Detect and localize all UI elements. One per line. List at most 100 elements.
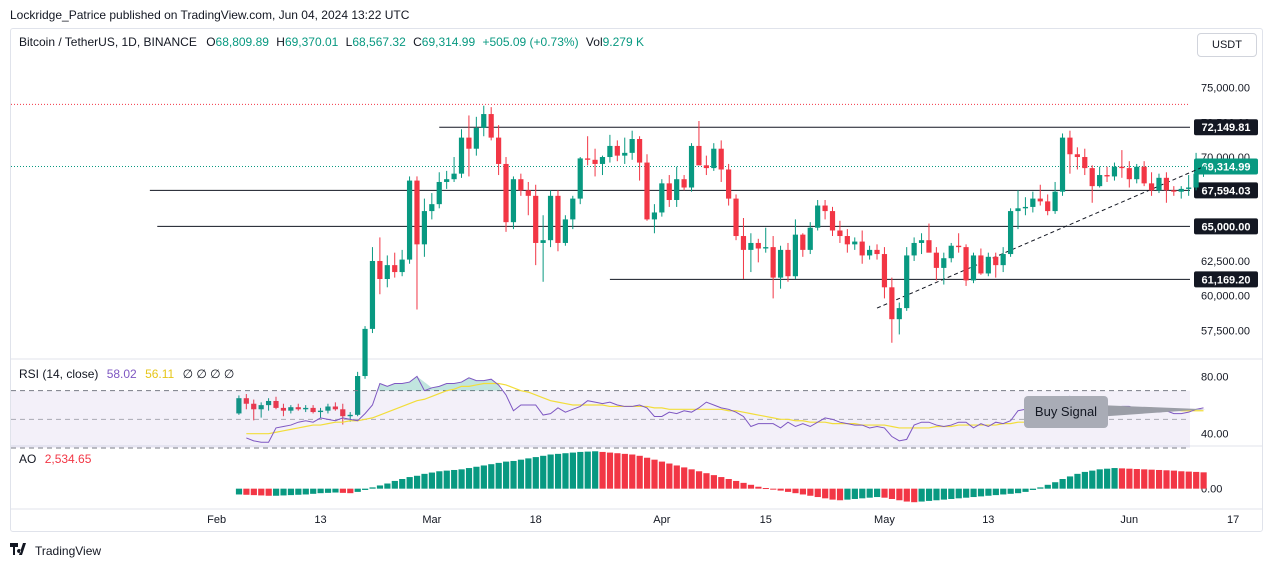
candle-body bbox=[666, 183, 672, 200]
candle-body bbox=[674, 179, 680, 200]
change-value: +505.09 (+0.73%) bbox=[482, 35, 579, 49]
candle-body bbox=[859, 241, 865, 256]
candle-body bbox=[303, 407, 309, 410]
time-axis-tick: 13 bbox=[982, 514, 994, 526]
ao-bar bbox=[280, 488, 287, 496]
rsi-name[interactable]: RSI (14, close) bbox=[19, 367, 99, 381]
ao-bar bbox=[606, 452, 614, 489]
ao-legend: AO 2,534.65 bbox=[19, 452, 91, 466]
candle-body bbox=[688, 145, 695, 188]
candle-body bbox=[1141, 166, 1147, 184]
candle-body bbox=[918, 240, 925, 243]
candle-body bbox=[844, 236, 850, 245]
volume-value: 9.279 K bbox=[602, 35, 644, 49]
ao-bar bbox=[1015, 488, 1022, 494]
currency-button[interactable]: USDT bbox=[1197, 33, 1257, 57]
candle-body bbox=[355, 376, 361, 415]
ao-bar bbox=[844, 488, 851, 500]
candle-body bbox=[941, 258, 947, 268]
candle-body bbox=[473, 127, 479, 149]
ao-bar bbox=[814, 488, 821, 498]
candle-body bbox=[696, 145, 702, 166]
ao-bar bbox=[970, 488, 977, 498]
candle-body bbox=[829, 211, 836, 231]
symbol-name[interactable]: Bitcoin / TetherUS, 1D, BINANCE bbox=[19, 35, 197, 49]
ao-name[interactable]: AO bbox=[19, 452, 37, 466]
candle-body bbox=[369, 260, 376, 329]
ao-bar bbox=[369, 487, 376, 489]
candle-body bbox=[985, 256, 991, 274]
ao-bar bbox=[562, 453, 569, 489]
ao-bar bbox=[1059, 479, 1066, 489]
level-price-label-bg bbox=[1194, 182, 1258, 199]
ao-bar bbox=[347, 488, 354, 494]
open-label: O bbox=[206, 35, 216, 49]
tradingview-brand: TradingView bbox=[10, 543, 101, 558]
ao-bar bbox=[1066, 476, 1074, 489]
ao-bar bbox=[480, 465, 487, 489]
candle-body bbox=[273, 400, 279, 408]
candle-body bbox=[317, 410, 324, 413]
candle-body bbox=[265, 400, 272, 406]
high-value: 69,370.01 bbox=[284, 35, 339, 49]
candle-body bbox=[340, 409, 346, 417]
open-value-group: O68,809.89 bbox=[206, 35, 269, 49]
high-label: H bbox=[276, 35, 285, 49]
ao-bar bbox=[1185, 471, 1192, 489]
candle-body bbox=[837, 230, 843, 237]
ao-bar bbox=[658, 461, 666, 489]
ao-bar bbox=[540, 455, 547, 489]
candle-body bbox=[733, 198, 739, 237]
ao-bar bbox=[762, 488, 769, 490]
candle-body bbox=[1082, 157, 1088, 169]
time-axis-tick: Apr bbox=[653, 514, 670, 526]
candle-body bbox=[1015, 208, 1021, 212]
candle-body bbox=[496, 137, 502, 164]
ao-bar bbox=[458, 469, 465, 489]
candle-body bbox=[243, 398, 249, 404]
ao-bar bbox=[725, 479, 732, 489]
ao-bar bbox=[265, 488, 272, 496]
candle-body bbox=[933, 252, 939, 268]
ao-bar bbox=[258, 488, 265, 496]
level-price-label: 72,149.81 bbox=[1202, 122, 1251, 134]
candle-body bbox=[659, 183, 665, 213]
ao-bar bbox=[532, 457, 539, 489]
ao-bar bbox=[903, 488, 910, 502]
candle-body bbox=[310, 407, 316, 413]
candle-body bbox=[792, 234, 798, 277]
ao-bar bbox=[525, 458, 532, 489]
candle-body bbox=[815, 205, 821, 228]
ao-bar bbox=[1052, 482, 1059, 489]
rsi-overbought-fill bbox=[377, 376, 501, 391]
time-axis-tick: 18 bbox=[530, 514, 542, 526]
ao-bar bbox=[1141, 469, 1148, 489]
ao-bar bbox=[599, 451, 606, 489]
brand-name: TradingView bbox=[35, 543, 102, 558]
time-axis-tick: 15 bbox=[760, 514, 772, 526]
candle-body bbox=[1200, 166, 1207, 174]
ao-bar bbox=[784, 488, 792, 492]
candle-body bbox=[651, 212, 658, 220]
candle-body bbox=[525, 190, 531, 196]
ao-bar bbox=[695, 471, 703, 489]
candle-body bbox=[948, 245, 954, 259]
ao-bar bbox=[1022, 488, 1029, 492]
ao-value: 2,534.65 bbox=[44, 452, 92, 466]
high-value-group: H69,370.01 bbox=[276, 35, 338, 49]
candle-body bbox=[377, 260, 383, 279]
candle-body bbox=[555, 195, 561, 243]
candle-body bbox=[1059, 137, 1066, 192]
ao-bar bbox=[1074, 473, 1081, 489]
ao-bar bbox=[1044, 484, 1051, 489]
candle-body bbox=[399, 259, 405, 273]
candle-body bbox=[362, 328, 368, 377]
ao-bar bbox=[1111, 468, 1118, 489]
ao-bar bbox=[1163, 470, 1170, 489]
ao-bar bbox=[933, 488, 940, 501]
level-price-label-bg bbox=[1194, 271, 1258, 288]
candle-body bbox=[451, 173, 457, 180]
publisher-header: Lockridge_Patrice published on TradingVi… bbox=[10, 8, 410, 22]
close-value: 69,314.99 bbox=[421, 35, 476, 49]
